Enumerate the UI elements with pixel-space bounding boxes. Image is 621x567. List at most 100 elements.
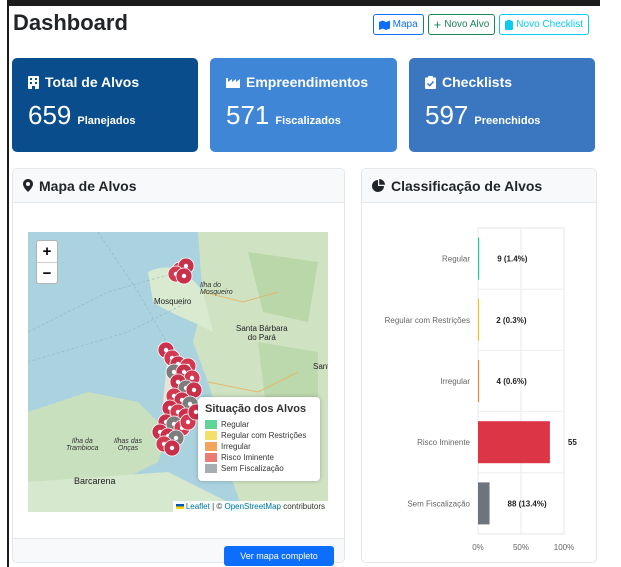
stat-value: 659 bbox=[28, 100, 72, 130]
page-title: Dashboard bbox=[13, 10, 128, 35]
toolbar: Mapa + Novo Alvo Novo Checklist bbox=[372, 14, 589, 35]
map-label-mosqueiro: Mosqueiro bbox=[154, 297, 192, 306]
chart-bar bbox=[478, 237, 480, 280]
map-legend: Situação dos Alvos Regular Regular com R… bbox=[198, 397, 320, 481]
chart-data-label: 2 (0.3%) bbox=[496, 316, 527, 325]
classification-chart: Regular 9 (1.4%) Regular com Restrições 2 (… bbox=[385, 227, 577, 552]
new-checklist-button[interactable]: Novo Checklist bbox=[499, 14, 589, 35]
new-target-label: Novo Alvo bbox=[444, 19, 490, 30]
map-pin-dot bbox=[187, 401, 193, 407]
stat-title: Empreendimentos bbox=[246, 74, 369, 90]
map-view[interactable]: Ilha do Mosqueiro Mosqueiro Santa Bárbar… bbox=[28, 232, 328, 512]
map-icon bbox=[378, 20, 390, 30]
osm-link[interactable]: OpenStreetMap bbox=[224, 502, 281, 511]
chart-card-header: Classificação de Alvos bbox=[362, 169, 596, 203]
stat-card-checklists: Checklists 597 Preenchidos bbox=[409, 58, 595, 152]
clipboard-check-icon bbox=[425, 75, 436, 89]
zoom-out-button[interactable]: − bbox=[37, 262, 57, 283]
map-pin-dot bbox=[185, 419, 191, 425]
window-top-border bbox=[8, 0, 600, 6]
legend-item: Irregular bbox=[205, 442, 313, 451]
chart-category-label: Irregular bbox=[440, 377, 470, 386]
map-pin-dot bbox=[181, 273, 187, 279]
legend-swatch bbox=[205, 420, 217, 429]
plus-icon: + bbox=[433, 16, 442, 32]
leaflet-link[interactable]: Leaflet bbox=[185, 502, 210, 511]
map-label-santa-barbara: Santa Bárbara do Pará bbox=[236, 324, 288, 342]
map-pin-dot bbox=[175, 379, 181, 385]
building-icon bbox=[28, 75, 39, 89]
map-label-ilha-mosqueiro: Ilha do Mosqueiro bbox=[200, 282, 233, 296]
legend-item: Regular com Restrições bbox=[205, 431, 313, 440]
chart-tick-label: 100% bbox=[554, 543, 574, 552]
legend-swatch bbox=[205, 442, 217, 451]
map-pin-dot bbox=[173, 435, 179, 441]
stat-unit: Planejados bbox=[77, 115, 136, 127]
stat-title: Total de Alvos bbox=[45, 74, 140, 90]
legend-swatch bbox=[205, 431, 217, 440]
attribution-rest: contributors bbox=[280, 502, 325, 511]
map-label-ilhas-oncas: Ilhas das Onças bbox=[114, 438, 143, 452]
map-pin-dot bbox=[191, 387, 197, 393]
chart-category-label: Regular bbox=[442, 255, 470, 264]
flag-icon bbox=[175, 504, 184, 510]
chart-data-label: 55 bbox=[568, 438, 577, 447]
map-card-header: Mapa de Alvos bbox=[13, 169, 344, 203]
attribution-separator: | © bbox=[209, 502, 225, 511]
legend-label: Regular com Restrições bbox=[221, 431, 307, 440]
map-pin-dot bbox=[189, 375, 195, 381]
chart-tick-label: 50% bbox=[513, 543, 529, 552]
map-card-title: Mapa de Alvos bbox=[39, 177, 137, 194]
map-pin-dot bbox=[183, 263, 189, 269]
chart-bar bbox=[478, 421, 550, 464]
stat-card-total: Total de Alvos 659 Planejados bbox=[12, 58, 198, 152]
chart-data-label: 88 (13.4%) bbox=[508, 499, 547, 508]
chart-category-label: Sem Fiscalização bbox=[407, 499, 470, 508]
map-label-barcarena: Barcarena bbox=[74, 476, 116, 486]
chart-bar bbox=[478, 482, 490, 525]
zoom-control: + − bbox=[36, 240, 58, 284]
map-label-ilha-trambioca: Ilha da Trambioca bbox=[66, 438, 99, 452]
map-pin-dot bbox=[193, 409, 199, 415]
window-bottom-tick bbox=[7, 561, 9, 567]
legend-label: Irregular bbox=[221, 442, 251, 451]
pie-chart-icon bbox=[372, 179, 385, 192]
map-label-sant: Sant bbox=[313, 362, 328, 371]
chart-tick-label: 0% bbox=[472, 543, 484, 552]
chart-bar bbox=[478, 360, 479, 402]
map-pin-dot bbox=[163, 347, 169, 353]
map-pin-dot bbox=[171, 369, 177, 375]
map-pin-dot bbox=[169, 445, 175, 451]
legend-item: Risco Iminente bbox=[205, 453, 313, 462]
chart-data-label: 9 (1.4%) bbox=[497, 255, 528, 264]
new-target-button[interactable]: + Novo Alvo bbox=[427, 14, 496, 35]
chart-data-label: 4 (0.6%) bbox=[497, 377, 528, 386]
map-marker-icon bbox=[23, 179, 33, 192]
stat-title: Checklists bbox=[442, 74, 513, 90]
chart-card-title: Classificação de Alvos bbox=[391, 177, 543, 194]
map-tiles bbox=[28, 232, 328, 512]
stat-unit: Preenchidos bbox=[474, 115, 541, 127]
legend-label: Risco Iminente bbox=[221, 453, 274, 462]
full-map-button[interactable]: Ver mapa completo bbox=[224, 546, 334, 566]
legend-item: Sem Fiscalização bbox=[205, 464, 313, 473]
clipboard-icon bbox=[505, 19, 514, 30]
stat-value: 597 bbox=[425, 100, 469, 130]
map-markers bbox=[151, 257, 205, 457]
chart-category-label: Risco Iminente bbox=[417, 438, 470, 447]
chart-category-label: Regular com Restrições bbox=[385, 316, 470, 325]
stat-value: 571 bbox=[226, 100, 270, 130]
legend-title: Situação dos Alvos bbox=[205, 403, 307, 415]
map-attribution: Leaflet | © OpenStreetMap contributors bbox=[172, 501, 328, 512]
zoom-in-button[interactable]: + bbox=[42, 243, 52, 260]
legend-item: Regular bbox=[205, 420, 313, 429]
legend-swatch bbox=[205, 453, 217, 462]
chart-bar bbox=[478, 298, 479, 341]
map-pin-dot bbox=[181, 369, 187, 375]
stat-card-enterprises: Empreendimentos 571 Fiscalizados bbox=[210, 58, 397, 152]
legend-label: Sem Fiscalização bbox=[221, 464, 284, 473]
map-button[interactable]: Mapa bbox=[372, 14, 424, 35]
window-left-border bbox=[7, 0, 9, 567]
stat-unit: Fiscalizados bbox=[275, 115, 341, 127]
map-button-label: Mapa bbox=[392, 19, 418, 30]
